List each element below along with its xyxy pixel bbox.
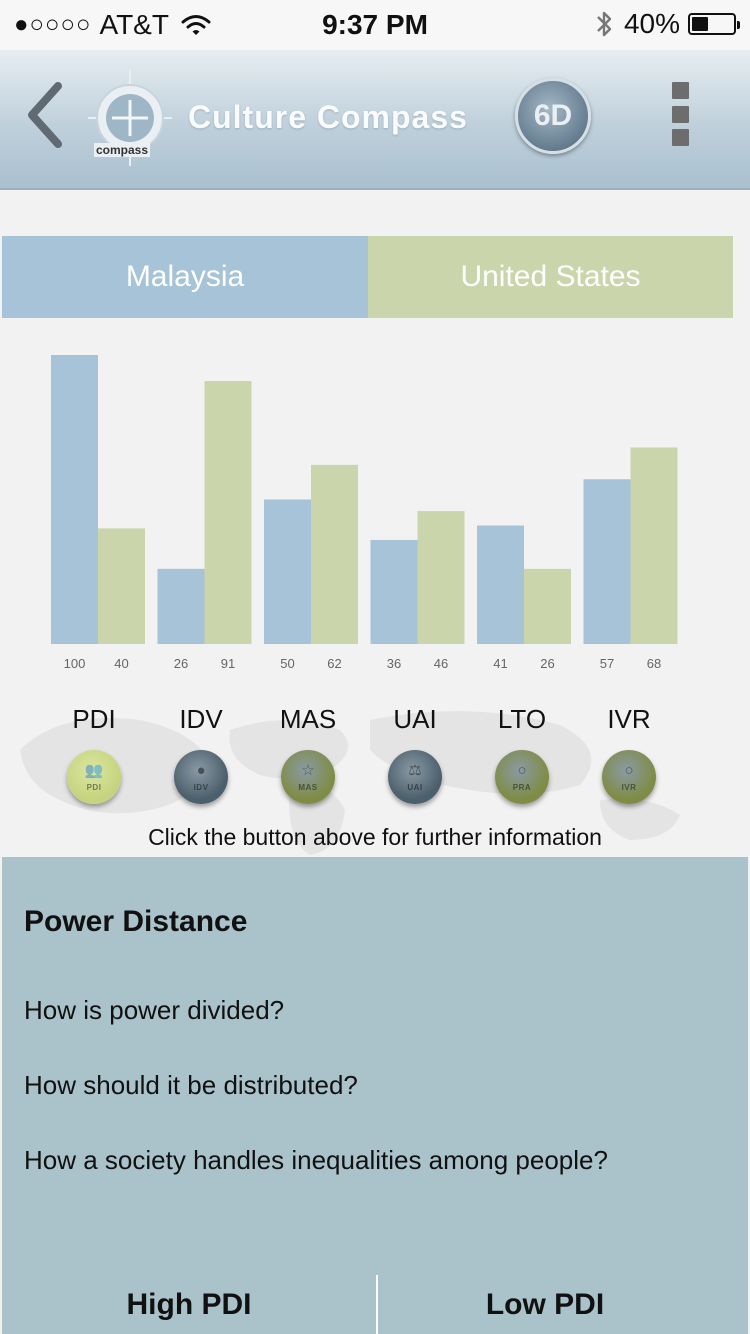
bar-value-label: 46 xyxy=(434,656,448,671)
bar-ivr-united-states xyxy=(630,447,678,644)
status-left: ●○○○○ AT&T xyxy=(14,9,211,41)
dimension-button-caption: PRA xyxy=(512,782,532,792)
bar-mas-malaysia xyxy=(264,499,311,644)
menu-dot xyxy=(672,82,689,99)
bar-ivr-malaysia xyxy=(583,479,631,644)
country-tab-malaysia[interactable]: Malaysia xyxy=(2,236,368,318)
dimension-button-ivr[interactable]: ○ IVR xyxy=(602,750,656,804)
bar-value-label: 36 xyxy=(387,656,401,671)
info-line: How a society handles inequalities among… xyxy=(24,1145,608,1175)
star-icon: ☆ xyxy=(301,761,315,779)
battery-icon xyxy=(688,13,740,35)
dimension-button-lto[interactable]: ○ PRA xyxy=(495,750,549,804)
bar-value-label: 50 xyxy=(280,656,294,671)
header-bar: compass Culture Compass 6D xyxy=(0,50,750,190)
bar-lto-malaysia xyxy=(477,525,524,644)
bar-value-label: 41 xyxy=(493,656,507,671)
country-tabs: Malaysia United States xyxy=(2,236,733,318)
dimension-label-mas: MAS xyxy=(279,704,337,734)
dimension-button-pdi[interactable]: 👥 PDI xyxy=(67,750,121,804)
country-tab-united-states[interactable]: United States xyxy=(368,236,733,318)
bar-value-label: 100 xyxy=(64,656,86,671)
status-bar: ●○○○○ AT&T 9:37 PM 40% xyxy=(0,0,750,50)
dimension-label-pdi: PDI xyxy=(72,704,116,734)
bar-idv-malaysia xyxy=(157,568,205,644)
hint-text: Click the button above for further infor… xyxy=(148,824,602,850)
dimension-button-caption: PDI xyxy=(86,782,102,792)
bar-idv-united-states xyxy=(204,381,252,644)
dimension-button-idv[interactable]: ● IDV xyxy=(174,750,228,804)
dimension-bar-chart: 100 40 26 91 50 62 36 46 41 26 57 68 xyxy=(51,355,678,671)
battery-level xyxy=(692,17,708,31)
bar-uai-united-states xyxy=(417,511,465,644)
high-pdi-button[interactable]: High PDI xyxy=(126,1288,252,1321)
menu-dot xyxy=(672,105,689,123)
dimension-button-uai[interactable]: ⚖ UAI xyxy=(388,750,442,804)
dimension-info-panel: Power Distance How is power divided? How… xyxy=(2,857,748,1334)
bar-value-label: 57 xyxy=(600,656,614,671)
bar-value-label: 40 xyxy=(114,656,128,671)
dimension-label-uai: UAI xyxy=(393,704,437,734)
bar-mas-united-states xyxy=(311,464,358,644)
chevron-left-icon xyxy=(28,82,62,148)
people-icon: 👥 xyxy=(84,761,104,779)
circle-icon: ○ xyxy=(624,761,634,779)
dimension-label-idv: IDV xyxy=(179,704,223,734)
dimension-label-ivr: IVR xyxy=(607,704,651,734)
dimension-label-lto: LTO xyxy=(497,704,547,734)
low-pdi-button[interactable]: Low PDI xyxy=(485,1288,605,1321)
bar-value-label: 26 xyxy=(540,656,554,671)
dimension-button-caption: UAI xyxy=(407,782,423,792)
bar-uai-malaysia xyxy=(370,539,418,644)
logo-text: compass xyxy=(94,143,151,157)
dimension-button-mas[interactable]: ☆ MAS xyxy=(281,750,335,804)
bar-value-label: 68 xyxy=(647,656,661,671)
dimension-title: Power Distance xyxy=(24,905,248,938)
carrier-name: AT&T xyxy=(99,9,169,40)
bar-lto-united-states xyxy=(524,568,571,644)
status-right: 40% xyxy=(594,8,740,40)
signal-strength-icon: ●○○○○ xyxy=(14,11,92,38)
bar-value-label: 62 xyxy=(327,656,341,671)
six-d-button[interactable]: 6D xyxy=(515,78,591,154)
scale-icon: ⚖ xyxy=(408,761,422,779)
dimension-button-caption: MAS xyxy=(298,782,318,792)
bar-pdi-united-states xyxy=(98,528,145,644)
info-line: How is power divided? xyxy=(24,995,285,1025)
circle-icon: ○ xyxy=(517,761,527,779)
info-line: How should it be distributed? xyxy=(24,1070,358,1100)
wifi-icon xyxy=(181,15,211,35)
menu-dot xyxy=(672,129,689,146)
bar-pdi-malaysia xyxy=(51,355,98,644)
battery-percent: 40% xyxy=(623,8,680,39)
back-button[interactable] xyxy=(22,80,72,150)
more-vertical-icon[interactable] xyxy=(672,82,694,146)
dimension-button-caption: IVR xyxy=(621,782,637,792)
bluetooth-icon xyxy=(597,11,612,37)
bar-value-label: 91 xyxy=(221,656,235,671)
app-title: Culture Compass xyxy=(188,99,468,135)
dimension-button-caption: IDV xyxy=(193,782,209,792)
bar-value-label: 26 xyxy=(174,656,188,671)
compass-logo: compass xyxy=(88,70,172,166)
footer-divider xyxy=(376,1275,378,1334)
person-icon: ● xyxy=(196,761,206,779)
